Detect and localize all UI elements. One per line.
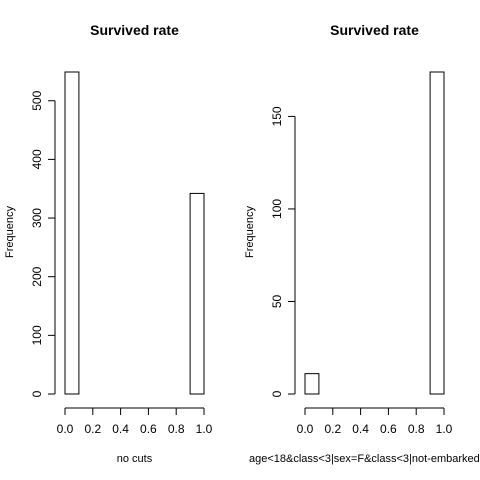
right-bars	[304, 71, 445, 395]
y-tick-label: 500	[30, 90, 44, 110]
x-tick-label: 1.0	[436, 422, 453, 436]
histogram-bar	[304, 373, 320, 395]
x-tick-label: 0.4	[112, 422, 129, 436]
y-tick-label: 100	[270, 199, 284, 219]
right-x-axis-label: age<18&class<3|sex=F&class<3|not-embarke…	[249, 453, 480, 465]
x-tick-label: 0.4	[352, 422, 369, 436]
histogram-bar	[189, 192, 205, 395]
y-tick-label: 0	[30, 390, 44, 397]
x-tick-label: 0.0	[297, 422, 314, 436]
x-tick-label: 0.8	[408, 422, 425, 436]
x-tick-label: 0.2	[324, 422, 341, 436]
left-y-axis-label: Frequency	[4, 206, 16, 258]
x-tick-label: 0.0	[57, 422, 74, 436]
left-x-axis-label: no cuts	[117, 453, 153, 465]
y-tick-label: 100	[30, 325, 44, 345]
left-bars	[64, 71, 205, 395]
y-tick-label: 400	[30, 149, 44, 169]
left-y-axis: 0 100 200 300 400 500	[30, 90, 56, 397]
right-y-axis: 0 50 100 150	[270, 106, 296, 397]
y-tick-label: 0	[270, 390, 284, 397]
left-chart-title: Survived rate	[90, 22, 179, 38]
x-tick-label: 0.2	[84, 422, 101, 436]
y-tick-label: 200	[30, 266, 44, 286]
y-tick-label: 50	[270, 294, 284, 308]
y-tick-label: 150	[270, 106, 284, 126]
histogram-bar	[64, 71, 80, 395]
right-chart-title: Survived rate	[330, 22, 419, 38]
histogram-bar	[429, 71, 445, 395]
x-tick-label: 0.6	[140, 422, 157, 436]
left-panel: Survived rate Frequency no cuts 0.0 0.2 0.…	[4, 22, 213, 465]
left-x-axis: 0.0 0.2 0.4 0.6 0.8 1.0	[57, 407, 213, 436]
y-tick-label: 300	[30, 208, 44, 228]
x-tick-label: 1.0	[196, 422, 213, 436]
right-x-axis: 0.0 0.2 0.4 0.6 0.8 1.0	[297, 407, 453, 436]
x-tick-label: 0.8	[168, 422, 185, 436]
right-y-axis-label: Frequency	[244, 206, 256, 258]
x-tick-label: 0.6	[380, 422, 397, 436]
right-panel: Survived rate Frequency age<18&class<3|s…	[244, 22, 480, 465]
